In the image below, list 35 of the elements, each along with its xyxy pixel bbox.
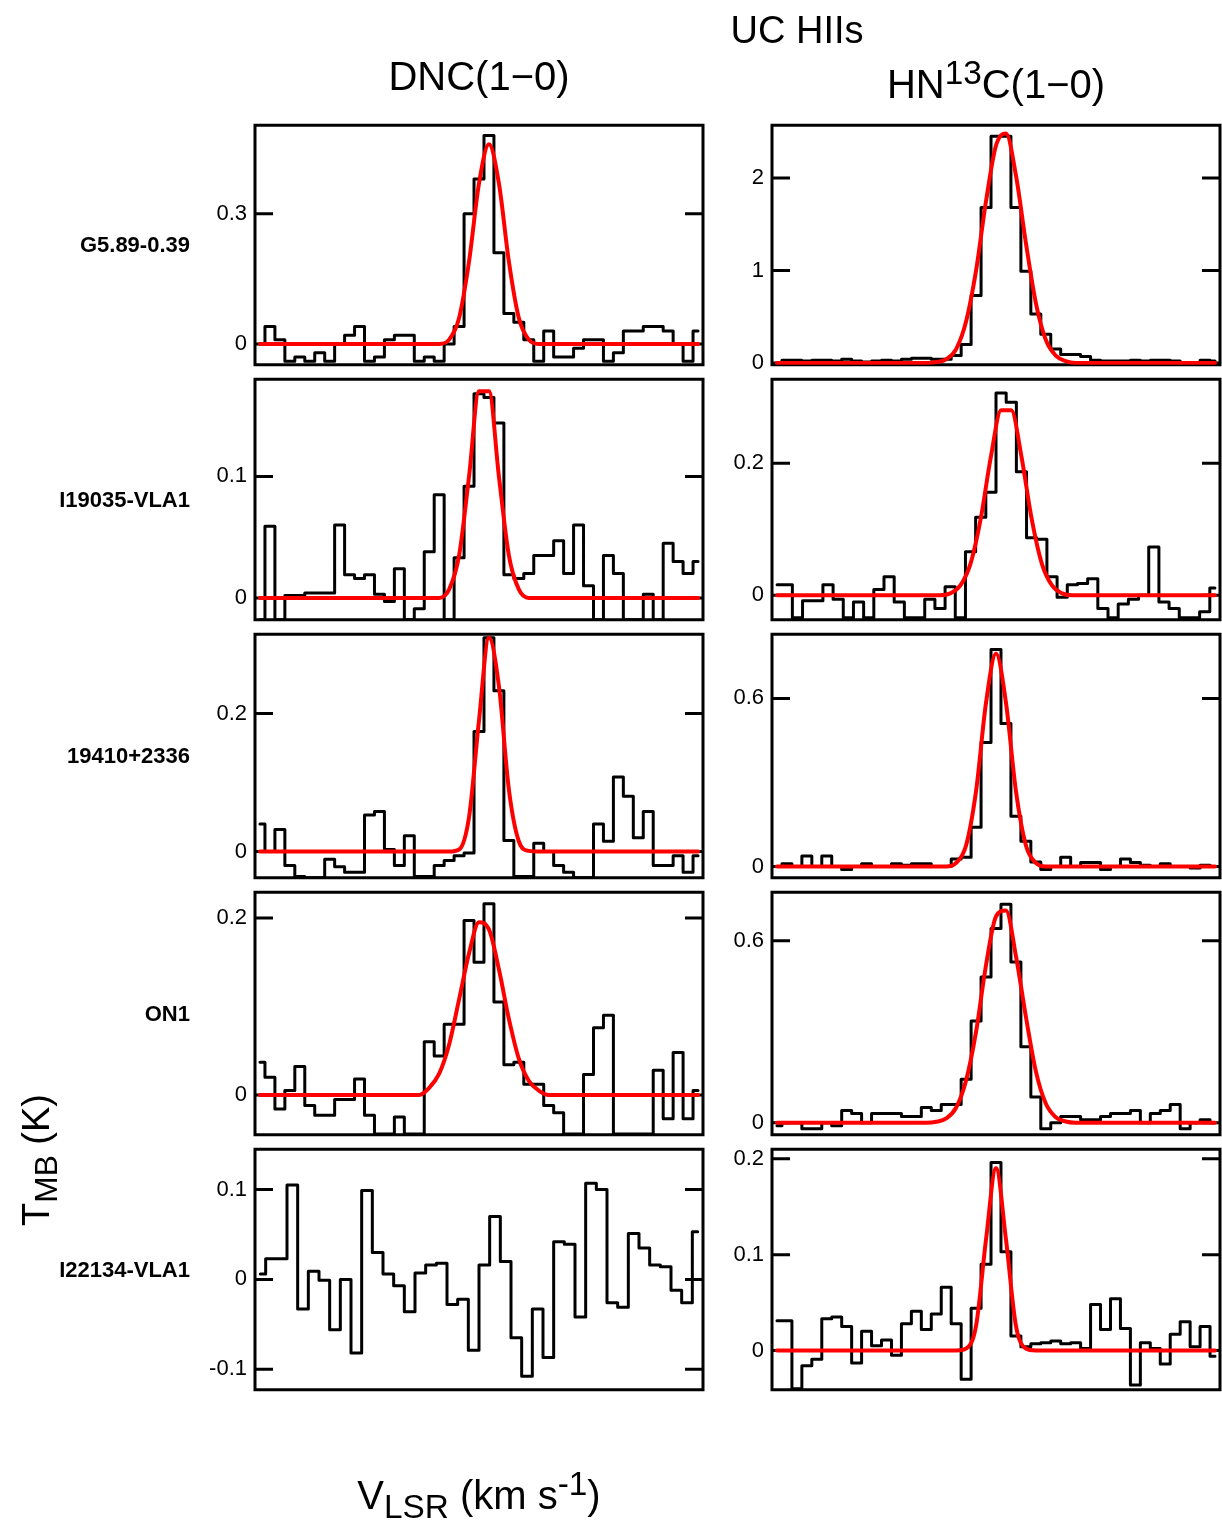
y-tick-label: 0.2 xyxy=(216,699,247,725)
y-tick-label: 0 xyxy=(234,837,247,863)
y-tick-label: 0 xyxy=(234,1265,247,1291)
y-axis-title: I22134-VLA1 xyxy=(59,1256,190,1282)
y-tick-label: 0 xyxy=(751,1108,764,1134)
y-tick-label: 0 xyxy=(234,330,247,356)
y-tick-label: 0 xyxy=(751,581,764,607)
x-axis-title: V$_{LSR}$ (km s$^{-1}$) xyxy=(357,1464,601,1525)
line-series xyxy=(257,920,701,1097)
y-tick-label: 0.1 xyxy=(216,1175,247,1201)
y-tick-label: 2 xyxy=(751,163,764,189)
y-axis-title: ON1 xyxy=(144,1000,190,1026)
y-tick-label: 1 xyxy=(751,256,764,282)
y-tick-label: 0 xyxy=(751,349,764,375)
y-tick-label: 0 xyxy=(751,1336,764,1362)
y-tick-label: 0.1 xyxy=(216,462,247,488)
y-tick-label: 0.3 xyxy=(216,199,247,225)
y-tick-label: 0.6 xyxy=(733,684,764,710)
y-tick-label: 0.2 xyxy=(216,903,247,929)
y-tick-label: 0.2 xyxy=(733,449,764,475)
y-axis-title: G5.89-0.39 xyxy=(79,232,190,257)
line-series xyxy=(775,408,1217,598)
y-axis-title: I19035-VLA1 xyxy=(59,486,190,512)
y-tick-label: 0 xyxy=(234,583,247,609)
chart-title: DNC(1−0) xyxy=(387,54,571,98)
chart-title: HN$^{13}$C(1−0) xyxy=(885,54,1107,107)
text: UC HIIs xyxy=(730,9,864,51)
y-tick-label: 0 xyxy=(234,1081,247,1107)
line-series xyxy=(774,1166,1218,1353)
y-tick-label: 0.2 xyxy=(733,1144,764,1170)
y-tick-label: -0.1 xyxy=(209,1355,247,1381)
y-tick-label: 0 xyxy=(751,852,764,878)
y-tick-label: 0.6 xyxy=(733,926,764,952)
y-axis-title: 19410+2336 xyxy=(67,743,190,768)
y-tick-label: 0.1 xyxy=(733,1240,764,1266)
